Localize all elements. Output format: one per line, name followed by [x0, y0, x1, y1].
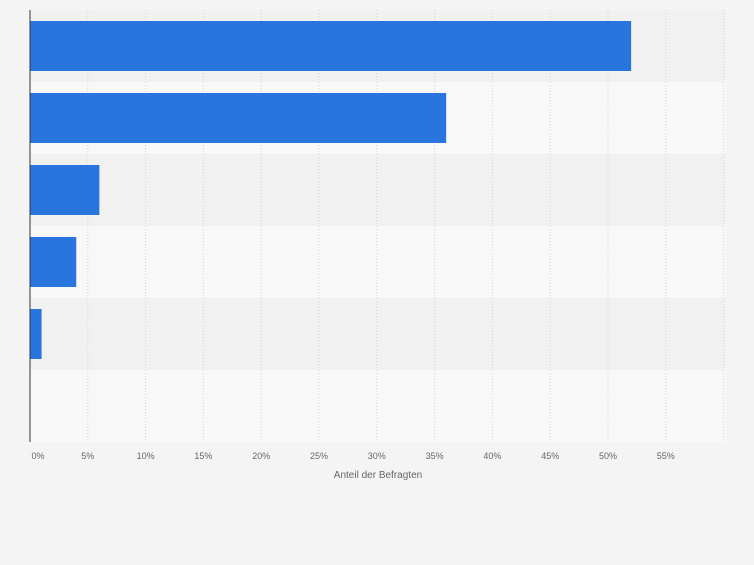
x-tick-label: 15%	[194, 451, 212, 461]
x-tick-label: 55%	[657, 451, 675, 461]
x-tick-label: 0%	[31, 451, 44, 461]
x-tick-labels: 0% 5% 10% 15% 20% 25% 30% 35% 40% 45% 50% 55%	[31, 451, 674, 461]
bar	[30, 165, 100, 215]
x-tick-label: 45%	[541, 451, 559, 461]
x-tick-label: 40%	[483, 451, 501, 461]
row-bands	[30, 10, 726, 442]
x-tick-label: 25%	[310, 451, 328, 461]
x-tick-label: 30%	[368, 451, 386, 461]
gridlines	[87, 10, 725, 442]
row-band	[30, 298, 726, 370]
x-tick-label: 5%	[81, 451, 94, 461]
row-band	[30, 370, 726, 442]
bars	[30, 21, 632, 359]
x-tick-label: 35%	[426, 451, 444, 461]
bar	[30, 93, 447, 143]
x-tick-label: 10%	[137, 451, 155, 461]
x-tick-label: 20%	[252, 451, 270, 461]
bar	[30, 309, 42, 359]
bar	[30, 21, 632, 71]
bar	[30, 237, 77, 287]
row-band	[30, 226, 726, 298]
row-band	[30, 154, 726, 226]
x-axis-label: Anteil der Befragten	[334, 470, 422, 481]
x-tick-label: 50%	[599, 451, 617, 461]
